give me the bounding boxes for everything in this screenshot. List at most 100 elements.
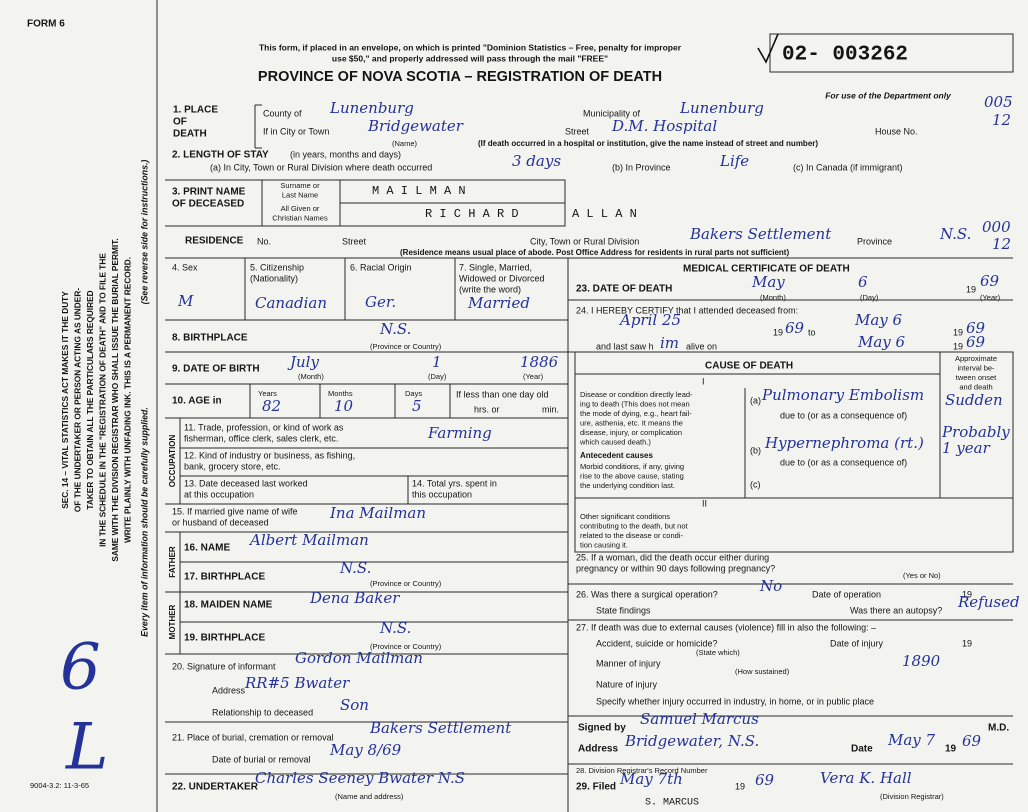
printed-text: (Name and address) — [335, 792, 404, 801]
printed-text: Years — [258, 389, 277, 398]
printed-text: 22. UNDERTAKER — [172, 782, 259, 793]
printed-text: Street — [565, 126, 590, 136]
margin-mark: 6 — [60, 631, 101, 705]
printed-text: 19 — [953, 327, 963, 337]
printed-text: 02- 003262 — [782, 44, 908, 67]
printed-text: interval be- — [957, 363, 995, 372]
printed-text: Morbid conditions, if any, giving — [580, 462, 684, 471]
handwritten-entry: Vera K. Hall — [820, 769, 912, 787]
handwritten-entry: Bridgewater, N.S. — [624, 732, 759, 750]
handwritten-entry: Albert Mailman — [248, 531, 369, 549]
printed-text: tion causing it. — [580, 540, 628, 549]
handwritten-entry: 12 — [992, 111, 1011, 129]
printed-text: R I C H A R D — [425, 207, 519, 221]
handwritten-entry: 12 — [992, 235, 1011, 253]
printed-text: M.D. — [988, 723, 1009, 734]
printed-text: (Province or Country) — [370, 342, 442, 351]
handwritten-entry: Probably — [941, 423, 1010, 441]
handwritten-entry: Dena Baker — [309, 589, 400, 607]
printed-text: 19 — [966, 284, 976, 294]
handwritten-entry: Lunenburg — [679, 99, 764, 117]
handwritten-entry: July — [287, 353, 319, 371]
form-rules — [156, 0, 1014, 812]
printed-text: 6. Racial Origin — [350, 262, 412, 272]
printed-text: ing to death (This does not mean — [580, 399, 690, 408]
printed-text: 25. If a woman, did the death occur eith… — [576, 552, 769, 562]
reminder-note: Every item of information should be care… — [139, 407, 149, 637]
printed-text: 19. BIRTHPLACE — [184, 633, 265, 644]
printed-text: Antecedent causes — [580, 451, 653, 460]
printed-text: the mode of dying, e.g., heart fail- — [580, 409, 692, 418]
printed-text: Last Name — [282, 190, 318, 199]
printed-text: Widowed or Divorced — [459, 273, 545, 283]
printed-text: (Province or Country) — [370, 642, 442, 651]
printed-text: Disease or condition directly lead- — [580, 390, 693, 399]
handwritten-entry: May 6 — [857, 333, 906, 351]
printed-text: OF DECEASED — [172, 199, 244, 210]
printed-text: (Residence means usual place of abode. P… — [400, 248, 789, 257]
printed-text: House No. — [875, 126, 918, 136]
printed-text: (c) — [750, 479, 761, 489]
handwritten-entry: May 8/69 — [329, 741, 402, 759]
handwritten-entry: Bakers Settlement — [689, 225, 832, 243]
printed-text: Approximate — [955, 354, 997, 363]
printed-text: or husband of deceased — [172, 517, 269, 527]
handwritten-entry: Ina Mailman — [329, 504, 426, 522]
printed-text: S. MARCUS — [645, 798, 699, 809]
handwritten-entry: 69 — [966, 319, 986, 337]
statute-note: SAME WITH THE DIVISION REGISTRAR WHO SHA… — [110, 238, 120, 561]
printed-text: Relationship to deceased — [212, 707, 313, 717]
handwritten-entry: D.M. Hospital — [611, 117, 717, 135]
handwritten-entry: Bakers Settlement — [369, 719, 512, 737]
handwritten-entry: im — [660, 334, 679, 352]
printed-text: 2. LENGTH OF STAY — [172, 150, 269, 161]
statute-note: TAKER TO OBTAIN ALL THE PARTICULARS REQU… — [85, 290, 95, 509]
handwritten-entry: Sudden — [945, 391, 1003, 409]
handwritten-entry: 1890 — [902, 652, 941, 670]
printed-text: (c) In Canada (if immigrant) — [793, 162, 903, 172]
printed-text: 7. Single, Married, — [459, 262, 532, 272]
printed-text: the underlying condition last. — [580, 481, 675, 490]
printed-text: Address — [212, 685, 246, 695]
printed-text: 20. Signature of informant — [172, 661, 276, 671]
printed-text: fisherman, office clerk, sales clerk, et… — [184, 433, 338, 443]
printed-text: 18. MAIDEN NAME — [184, 600, 273, 611]
printed-text: (Day) — [860, 293, 879, 302]
handwritten-entry: Ger. — [365, 293, 396, 311]
margin-mark: L — [65, 711, 109, 785]
handwritten-entry: N.S. — [939, 225, 971, 243]
printed-text: Nature of injury — [596, 679, 658, 689]
handwritten-entry: May 7 — [887, 731, 936, 749]
printed-text: 19 — [962, 589, 972, 599]
printed-text: alive on — [686, 341, 717, 351]
printed-text: Date of injury — [830, 638, 884, 648]
printed-text: I — [702, 376, 705, 386]
printed-text: If in City or Town — [263, 126, 329, 136]
handwritten-entry: Samuel Marcus — [640, 710, 759, 728]
printed-text: 17. BIRTHPLACE — [184, 572, 265, 583]
printed-text: (Division Registrar) — [880, 792, 944, 801]
printed-text: (in years, months and days) — [290, 149, 401, 159]
printed-text: and death — [959, 382, 992, 391]
handwritten-entry: Charles Seeney Bwater N.S — [255, 769, 465, 787]
handwritten-entry: May — [751, 273, 785, 291]
printed-text: Was there an autopsy? — [850, 605, 942, 615]
printed-text: (a) In City, Town or Rural Division wher… — [210, 162, 432, 172]
handwritten-entry: 69 — [755, 771, 775, 789]
handwritten-entry: 1 year — [942, 439, 991, 457]
printed-text: Surname or — [280, 181, 320, 190]
handwritten-entry: Hypernephroma (rt.) — [764, 434, 924, 452]
printed-text: OF — [173, 117, 187, 128]
printed-text: use $50," and properly addressed will pa… — [332, 53, 608, 63]
instructions-note: (See reverse side for instructions.) — [139, 160, 149, 305]
printed-text: Province — [857, 236, 892, 246]
printed-text: 19 — [773, 327, 783, 337]
printed-text: 10. AGE in — [172, 396, 222, 407]
printed-text: 12. Kind of industry or business, as fis… — [184, 450, 355, 460]
printed-text: 24. I HEREBY CERTIFY that I attended dec… — [576, 305, 798, 315]
printed-text: (b) — [750, 445, 761, 455]
printed-text: Manner of injury — [596, 658, 661, 668]
handwritten-entry: 82 — [262, 397, 281, 415]
printed-text: (Year) — [980, 293, 1001, 302]
